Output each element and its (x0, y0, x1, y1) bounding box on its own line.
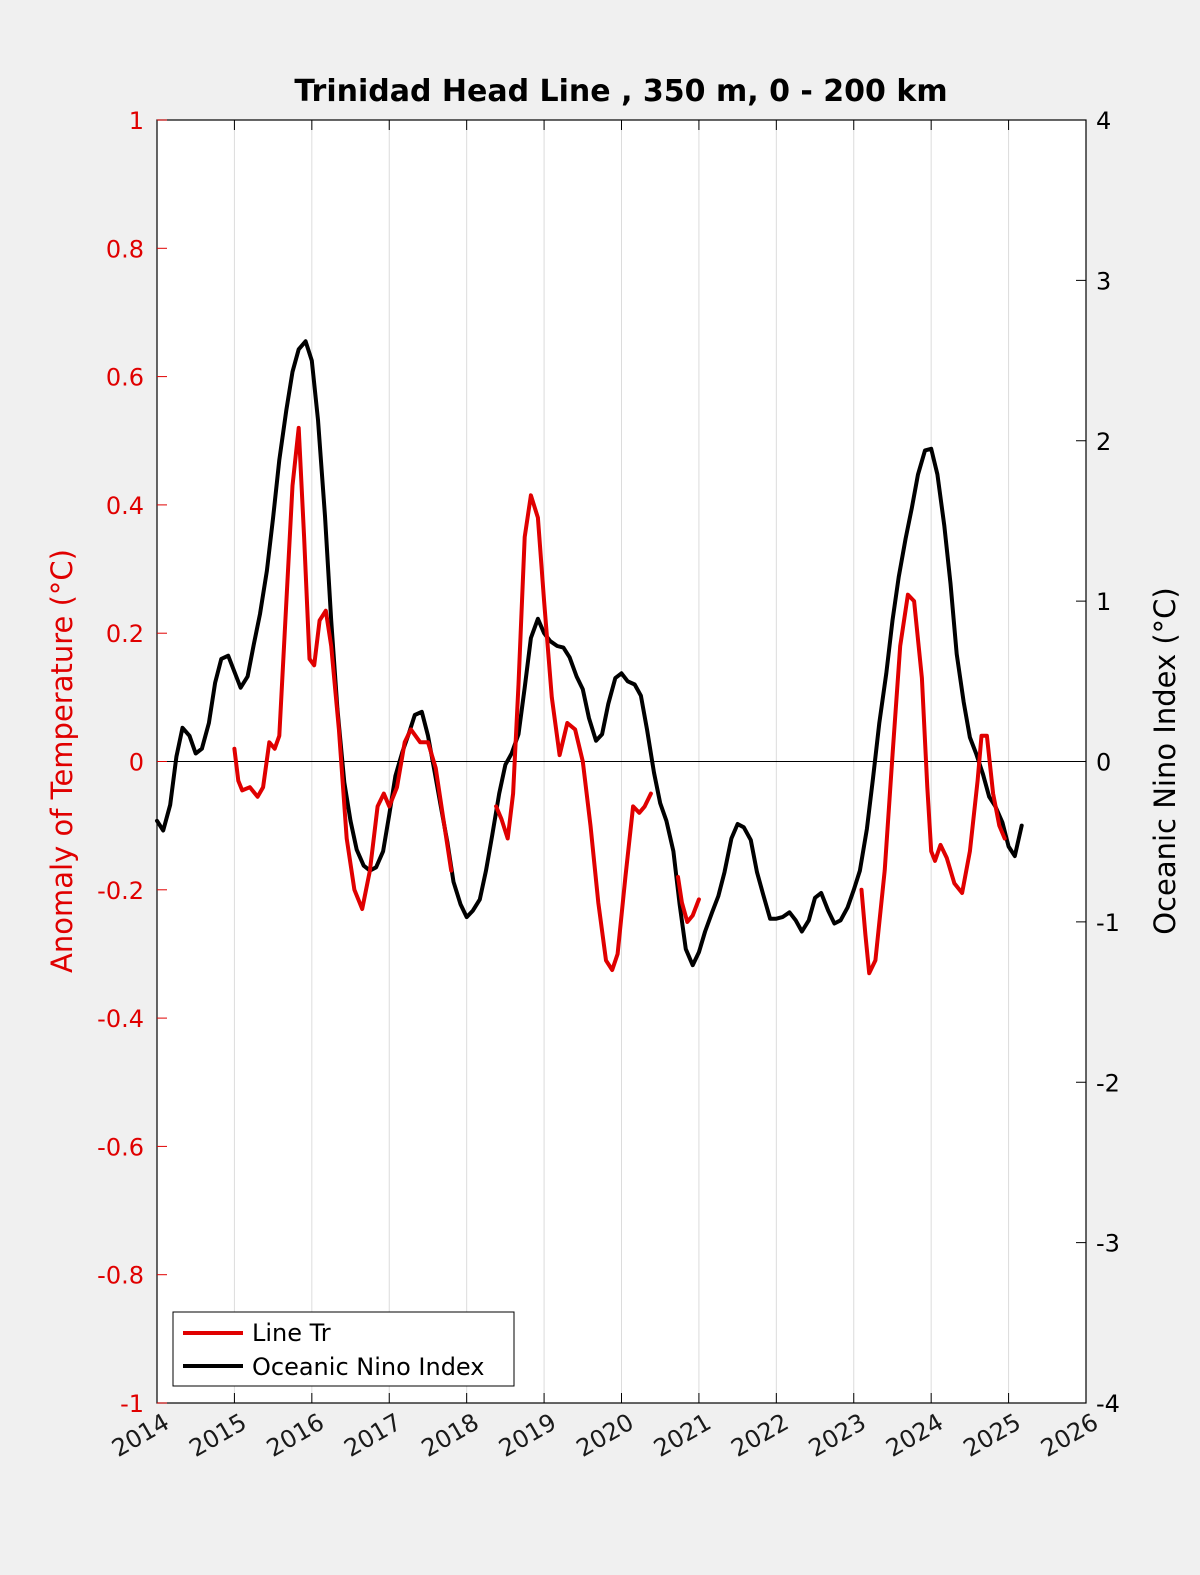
series-oni-line (155, 339, 1024, 968)
right-tick-label: -3 (1096, 1230, 1120, 1258)
left-tick-label: 0.4 (106, 492, 144, 520)
left-tick-label: 0.6 (106, 364, 144, 392)
x-tick-label: 2023 (804, 1408, 871, 1463)
x-tick-label: 2026 (1036, 1408, 1103, 1463)
right-axis-label: Oceanic Nino Index (°C) (1148, 587, 1182, 935)
right-tick-label: -2 (1096, 1069, 1120, 1097)
legend-box (172, 1311, 515, 1387)
series-line-tr-line (676, 875, 701, 924)
series-line-tr-line (494, 493, 653, 972)
x-tick-label: 2019 (494, 1408, 561, 1463)
x-axis-ticks: 2014 2015 2016 2017 2018 2019 2020 2021 2022 2023… (107, 1408, 1103, 1463)
x-tick-label: 2016 (262, 1408, 329, 1463)
x-tick-label: 2025 (959, 1408, 1026, 1463)
x-tick-label: 2021 (649, 1408, 716, 1463)
left-tick-label: -0.6 (97, 1133, 144, 1161)
x-tick-label: 2020 (572, 1408, 639, 1463)
tick-marks (156, 119, 1087, 1404)
right-tick-label: 1 (1096, 588, 1111, 616)
left-tick-label: 0.8 (106, 235, 144, 263)
left-tick-label: -0.8 (97, 1262, 144, 1290)
left-tick-label: 1 (129, 107, 144, 135)
series-line-tr-line (232, 425, 454, 911)
right-tick-label: 2 (1096, 428, 1111, 456)
left-axis-ticks: 1 0.8 0.6 0.4 0.2 0 -0.2 -0.4 -0.6 -0.8 -1 (97, 107, 144, 1418)
series-layer (155, 339, 1024, 976)
legend-label-line-tr: Line Tr (252, 1319, 331, 1347)
x-tick-label: 2015 (185, 1408, 252, 1463)
right-tick-label: -1 (1096, 909, 1120, 937)
right-tick-label: 4 (1096, 107, 1111, 135)
x-tick-label: 2024 (881, 1408, 948, 1463)
legend-label-oni: Oceanic Nino Index (252, 1353, 484, 1381)
right-tick-label: 0 (1096, 749, 1111, 777)
x-tick-label: 2018 (417, 1408, 484, 1463)
chart-title: Trinidad Head Line , 350 m, 0 - 200 km (294, 74, 947, 109)
x-tick-label: 2022 (726, 1408, 793, 1463)
x-tick-label: 2017 (339, 1408, 406, 1463)
series-line-tr-line (859, 592, 1007, 976)
left-axis-label: Anomaly of Temperature (°C) (45, 549, 79, 973)
left-tick-label: -0.4 (97, 1005, 144, 1033)
left-tick-label: -1 (120, 1390, 144, 1418)
right-tick-label: -4 (1096, 1390, 1120, 1418)
right-tick-label: 3 (1096, 267, 1111, 295)
legend: Line Tr Oceanic Nino Index (172, 1311, 515, 1387)
right-axis-ticks: 4 3 2 1 0 -1 -2 -3 -4 (1096, 107, 1120, 1418)
left-tick-label: 0.2 (106, 620, 144, 648)
left-tick-label: 0 (129, 749, 144, 777)
left-tick-label: -0.2 (97, 877, 144, 905)
